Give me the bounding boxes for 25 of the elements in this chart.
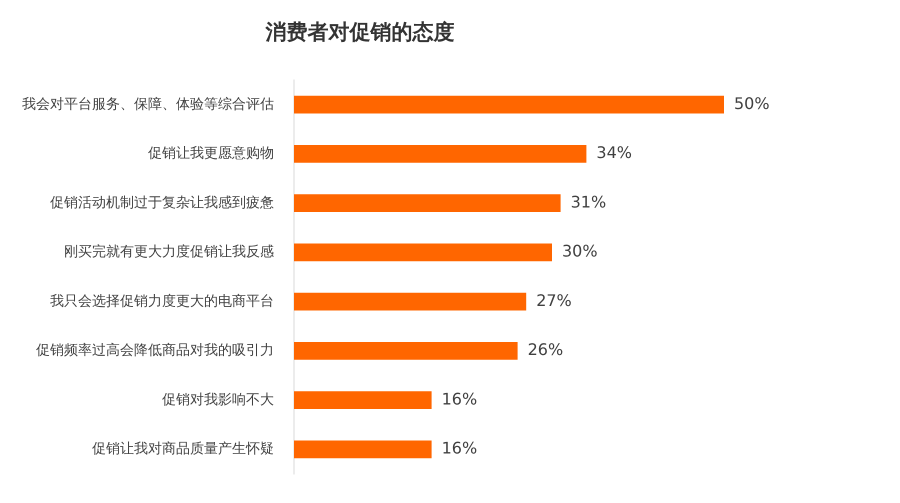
data-label: 30% bbox=[562, 242, 598, 261]
bar bbox=[294, 440, 432, 458]
y-tick-label: 我会对平台服务、保障、体验等综合评估 bbox=[22, 96, 274, 112]
data-label: 27% bbox=[536, 290, 572, 310]
data-label: 50% bbox=[734, 94, 770, 113]
y-tick-label: 促销活动机制过于复杂让我感到疲惫 bbox=[50, 194, 274, 211]
y-tick-label: 刚买完就有更大力度促销让我反感 bbox=[64, 244, 274, 260]
data-label: 31% bbox=[570, 192, 606, 212]
data-label: 16% bbox=[442, 389, 478, 408]
data-label: 34% bbox=[596, 143, 632, 162]
data-label: 16% bbox=[442, 438, 478, 458]
bar bbox=[294, 194, 561, 212]
y-tick-label: 促销频率过高会降低商品对我的吸引力 bbox=[36, 342, 274, 359]
y-tick-label: 促销让我对商品质量产生怀疑 bbox=[92, 441, 274, 458]
bar bbox=[294, 292, 526, 310]
bar bbox=[294, 96, 724, 114]
bar bbox=[294, 244, 552, 262]
chart-title: 消费者对促销的态度 bbox=[264, 19, 456, 46]
bar bbox=[294, 391, 432, 409]
y-tick-label: 促销对我影响不大 bbox=[162, 392, 274, 408]
y-tick-label: 促销让我更愿意购物 bbox=[148, 146, 274, 162]
y-tick-label: 我只会选择促销力度更大的电商平台 bbox=[50, 293, 274, 310]
bar bbox=[294, 145, 586, 163]
data-label: 26% bbox=[528, 340, 564, 360]
bar bbox=[294, 342, 518, 360]
